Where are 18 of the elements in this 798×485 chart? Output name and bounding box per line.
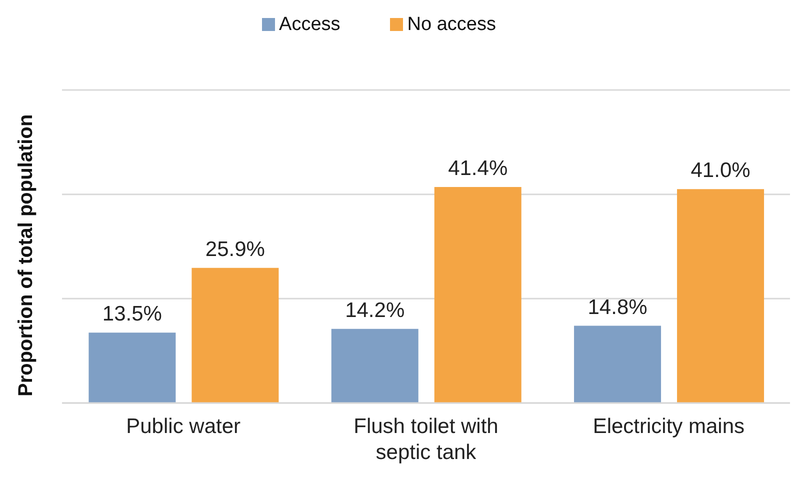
- legend-label: Access: [279, 14, 340, 35]
- bar: [434, 187, 522, 403]
- data-label: 14.8%: [588, 296, 648, 319]
- y-axis-title: Proportion of total population: [15, 114, 38, 396]
- data-label: 14.2%: [345, 298, 405, 322]
- bar: [192, 268, 279, 403]
- data-label: 13.5%: [102, 302, 162, 326]
- x-tick-label: Flush toilet with septic tank: [354, 415, 498, 464]
- data-label: 25.9%: [205, 238, 265, 261]
- data-label: 41.0%: [690, 159, 750, 182]
- bar: [331, 328, 418, 403]
- x-tick-label: Public water: [126, 415, 241, 438]
- bar: [88, 332, 176, 403]
- bar: [574, 326, 662, 403]
- bar: [677, 189, 764, 403]
- data-label: 41.4%: [448, 157, 508, 180]
- x-tick-label: Electricity mains: [592, 415, 745, 438]
- legend-label: No access: [407, 14, 496, 35]
